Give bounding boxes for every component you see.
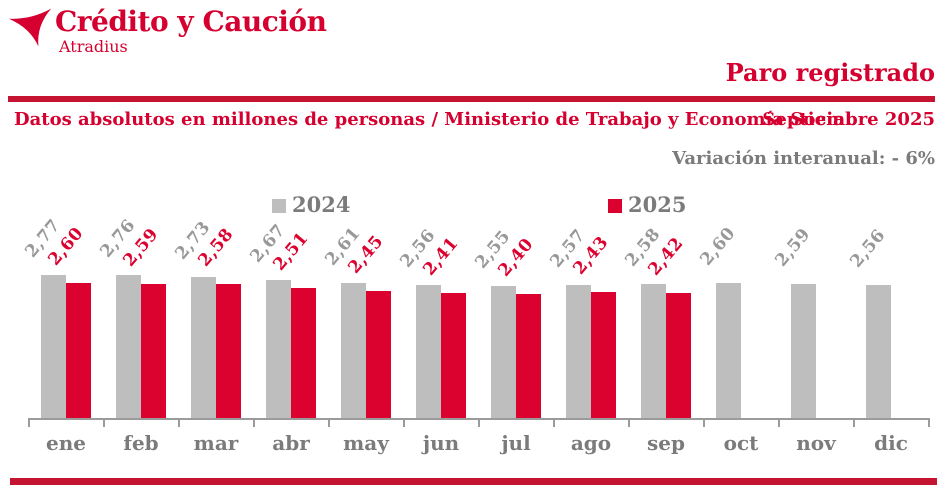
x-axis-label-jul: jul xyxy=(501,431,531,455)
x-axis-label-feb: feb xyxy=(123,431,159,455)
bar-2025-jul xyxy=(516,293,541,418)
axis-tick xyxy=(402,418,405,427)
x-axis-label-ene: ene xyxy=(46,431,86,455)
value-label-2024-oct: 2,60 xyxy=(696,223,740,270)
bar-chart: 2,77 2,60 2,76 2,59 2,73 2,58 2,67 2,51 2,61 2,45… xyxy=(21,215,929,420)
bar-2025-feb xyxy=(141,283,166,418)
axis-tick xyxy=(702,418,705,427)
axis-tick xyxy=(477,418,480,427)
legend-label-2024: 2024 xyxy=(292,192,351,217)
legend-swatch-2025 xyxy=(608,198,622,213)
top-rule xyxy=(8,96,935,102)
bar-2025-abr xyxy=(291,287,316,418)
legend-item-2025: 2025 xyxy=(608,194,686,215)
bar-2024-oct xyxy=(716,283,741,418)
axis-tick xyxy=(777,418,780,427)
x-axis-label-jun: jun xyxy=(422,431,460,455)
page-title: Paro registrado xyxy=(725,58,935,87)
bar-2025-mar xyxy=(216,284,241,418)
bar-2024-abr xyxy=(266,279,291,418)
legend-swatch-2024 xyxy=(272,198,286,213)
brand-subname: Atradius xyxy=(59,37,128,56)
axis-tick xyxy=(627,418,630,427)
bar-2024-jun xyxy=(416,285,441,418)
yoy-variation-label: Variación interanual: - 6% xyxy=(672,148,935,169)
axis-tick xyxy=(27,418,30,427)
axis-tick xyxy=(552,418,555,427)
x-axis-label-may: may xyxy=(343,431,389,455)
period-label: Septiembre 2025 xyxy=(762,109,935,130)
chart-subtitle: Datos absolutos en millones de personas … xyxy=(14,109,852,130)
x-axis-label-abr: abr xyxy=(272,431,310,455)
legend-label-2025: 2025 xyxy=(628,192,687,217)
brand-name: Crédito y Caución xyxy=(55,5,327,38)
x-axis-label-oct: oct xyxy=(723,431,759,455)
bar-2024-mar xyxy=(191,276,216,418)
bar-2025-ene xyxy=(66,283,91,418)
bar-2024-feb xyxy=(116,275,141,418)
bar-2025-jun xyxy=(441,293,466,418)
axis-tick xyxy=(852,418,855,427)
credito-y-caucion-logo-icon xyxy=(8,8,52,47)
bar-2025-sep xyxy=(666,292,691,418)
x-axis-label-nov: nov xyxy=(796,431,836,455)
x-axis-label-sep: sep xyxy=(647,431,685,455)
value-label-2024-dic: 2,56 xyxy=(846,225,890,273)
legend-item-2024: 2024 xyxy=(272,194,350,215)
axis-tick xyxy=(177,418,180,427)
x-axis-label-dic: dic xyxy=(874,431,908,455)
bar-2024-dic xyxy=(866,285,891,418)
bar-2025-ago xyxy=(591,292,616,418)
axis-tick xyxy=(927,418,930,427)
bar-2024-nov xyxy=(791,283,816,418)
bar-2024-ene xyxy=(41,274,66,418)
bar-2024-sep xyxy=(641,284,666,418)
bar-2024-jul xyxy=(491,285,516,418)
bar-2025-may xyxy=(366,291,391,418)
x-axis-label-ago: ago xyxy=(570,431,612,455)
axis-tick xyxy=(327,418,330,427)
x-axis-label-mar: mar xyxy=(193,431,239,455)
bottom-rule xyxy=(10,478,937,485)
bar-2024-ago xyxy=(566,284,591,418)
bar-2024-may xyxy=(341,282,366,418)
value-label-2024-nov: 2,59 xyxy=(771,224,815,271)
axis-tick xyxy=(102,418,105,427)
axis-tick xyxy=(252,418,255,427)
